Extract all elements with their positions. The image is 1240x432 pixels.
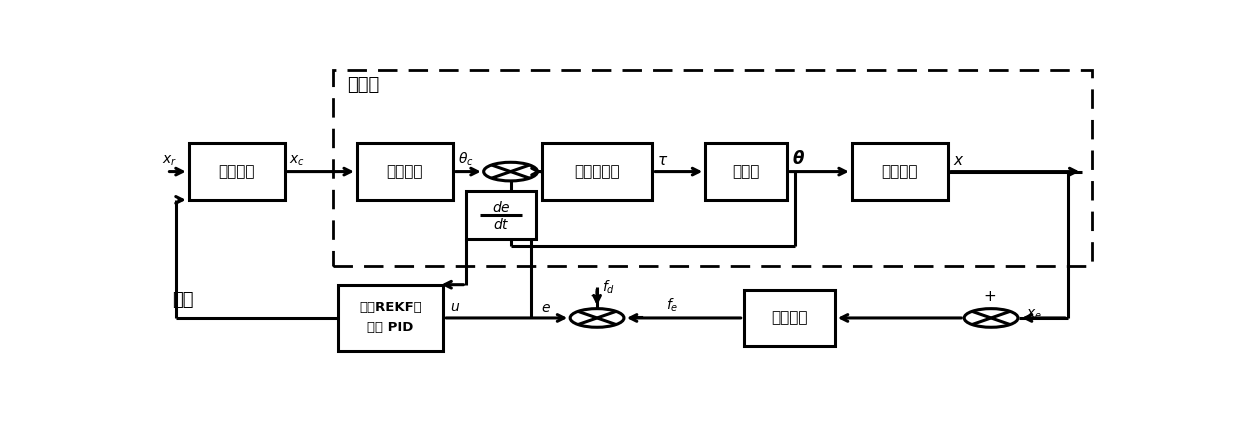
FancyBboxPatch shape — [466, 191, 536, 239]
Text: 阻抗模型: 阻抗模型 — [218, 164, 255, 179]
Text: 叶片刺度: 叶片刺度 — [771, 311, 807, 325]
FancyBboxPatch shape — [188, 143, 285, 200]
Text: 机器人: 机器人 — [733, 164, 760, 179]
Text: $+$: $+$ — [589, 289, 601, 304]
Text: $x_c$: $x_c$ — [289, 153, 304, 168]
Text: $dt$: $dt$ — [492, 216, 510, 232]
Text: $\boldsymbol{\theta}$: $\boldsymbol{\theta}$ — [791, 149, 805, 168]
Text: $f_d$: $f_d$ — [601, 279, 615, 296]
FancyBboxPatch shape — [337, 285, 444, 351]
Circle shape — [570, 308, 624, 327]
Text: 逆运动学: 逆运动学 — [387, 164, 423, 179]
Bar — [332, 70, 1092, 267]
FancyBboxPatch shape — [357, 143, 453, 200]
Text: $-$: $-$ — [630, 307, 644, 325]
FancyBboxPatch shape — [852, 143, 947, 200]
Text: 力环: 力环 — [172, 291, 193, 308]
Circle shape — [484, 162, 537, 181]
Text: $e$: $e$ — [542, 301, 552, 314]
FancyBboxPatch shape — [744, 290, 835, 346]
Text: 正运动学: 正运动学 — [882, 164, 918, 179]
Text: $u$: $u$ — [450, 300, 460, 314]
Text: $\theta_c$: $\theta_c$ — [458, 150, 474, 168]
Text: 位置环: 位置环 — [347, 76, 379, 94]
Text: $x$: $x$ — [952, 152, 965, 168]
Text: $+$: $+$ — [982, 289, 996, 304]
Circle shape — [965, 308, 1018, 327]
Text: $de$: $de$ — [491, 200, 511, 215]
Text: 基于REKF的: 基于REKF的 — [360, 302, 422, 314]
Text: 模糊 PID: 模糊 PID — [367, 321, 414, 334]
Text: $x_e$: $x_e$ — [1025, 308, 1042, 323]
FancyBboxPatch shape — [706, 143, 787, 200]
Text: $f_e$: $f_e$ — [666, 296, 680, 314]
Text: $\tau$: $\tau$ — [657, 152, 668, 168]
Text: 运动控制器: 运动控制器 — [574, 164, 620, 179]
Text: $x_r$: $x_r$ — [161, 153, 177, 168]
FancyBboxPatch shape — [542, 143, 652, 200]
